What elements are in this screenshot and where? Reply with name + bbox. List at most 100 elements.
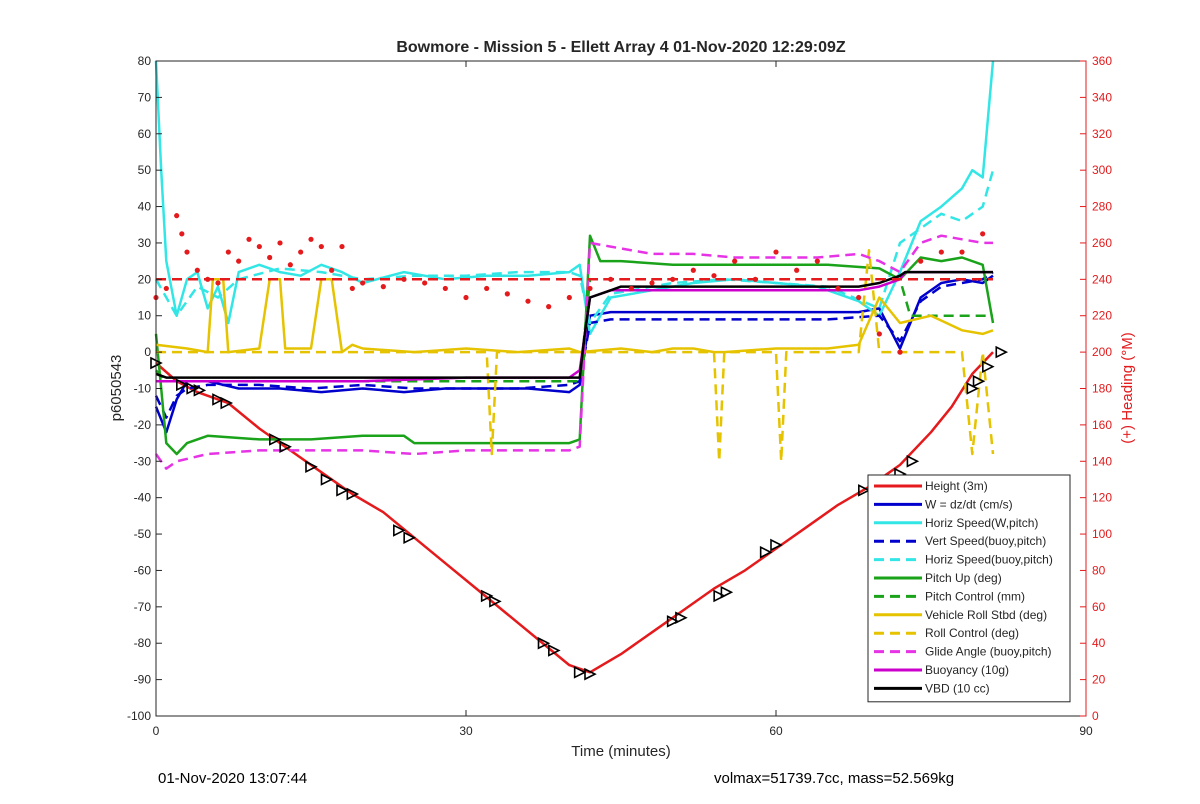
heading-point — [287, 262, 293, 268]
heading-point — [980, 231, 986, 237]
marker-triangle — [573, 666, 587, 679]
marker-triangle — [212, 393, 225, 406]
heading-point — [267, 254, 273, 261]
y-right-tick-label: 240 — [1092, 272, 1112, 286]
marker-triangle — [548, 644, 561, 657]
y-right-tick-label: 180 — [1092, 382, 1112, 396]
heading-point — [897, 349, 903, 355]
y-right-tick-label: 140 — [1092, 454, 1112, 468]
heading-point — [959, 249, 965, 255]
marker-triangle — [220, 396, 234, 410]
marker-triangle — [269, 433, 282, 446]
x-tick-label: 30 — [459, 724, 473, 738]
heading-point — [277, 240, 283, 246]
series-line-9 — [154, 234, 993, 470]
y-left-tick-label: 30 — [138, 236, 152, 250]
heading-point — [649, 280, 655, 286]
marker-triangle — [537, 636, 551, 650]
legend-box — [867, 474, 1071, 703]
y-left-tick-label: -10 — [134, 382, 152, 396]
legend-label: Horiz Speed(W,pitch) — [925, 516, 1038, 530]
heading-point — [442, 285, 448, 292]
legend-label: Vehicle Roll Stbd (deg) — [925, 608, 1047, 622]
marker-triangle — [584, 667, 597, 681]
y-right-tick-label: 80 — [1092, 563, 1106, 577]
heading-point — [504, 291, 510, 297]
legend: Height (3m) W = dz/dt (cm/s) Horiz Speed(W… — [867, 474, 1071, 703]
y-right-tick-label: 340 — [1092, 90, 1112, 104]
heading-point — [194, 267, 200, 273]
heading-point — [711, 273, 717, 279]
legend-label: Horiz Speed(buoy,pitch) — [925, 553, 1053, 567]
y-left-tick-label: -30 — [134, 454, 152, 468]
y-left-tick-label: -70 — [134, 600, 152, 614]
y-left-tick-label: 20 — [138, 272, 152, 286]
marker-triangle — [972, 374, 986, 388]
marker-triangle — [176, 378, 189, 392]
y-left-tick-label: 10 — [138, 309, 152, 323]
y-right-tick-label: 200 — [1092, 345, 1112, 359]
heading-point — [236, 258, 242, 264]
y-right-tick-label: 20 — [1092, 673, 1106, 687]
heading-point — [329, 267, 335, 273]
series-line-11 — [155, 270, 993, 379]
x-tick-label: 60 — [769, 724, 783, 738]
marker-triangle — [393, 524, 406, 537]
heading-point — [752, 276, 758, 282]
legend-label: Buoyancy (10g) — [925, 663, 1009, 677]
marker-triangle — [675, 611, 688, 625]
heading-point — [308, 236, 314, 242]
heading-point — [484, 285, 490, 292]
legend-label: Pitch Control (mm) — [925, 589, 1025, 603]
heading-point — [918, 258, 924, 264]
y-right-tick-label: 220 — [1092, 309, 1112, 323]
marker-triangle — [489, 595, 502, 608]
heading-point — [463, 294, 469, 301]
heading-point — [628, 285, 634, 292]
x-axis-label: Time (minutes) — [571, 743, 670, 760]
y-axis-label-left: p6050543 — [108, 355, 125, 422]
marker-triangle — [966, 382, 980, 395]
y-left-tick-label: 80 — [138, 54, 152, 68]
heading-point — [587, 285, 593, 292]
marker-triangle — [305, 460, 318, 474]
heading-point — [814, 258, 820, 264]
heading-point — [856, 294, 862, 301]
chart-title: Bowmore - Mission 5 - Ellett Array 4 01-… — [396, 39, 846, 56]
heading-point — [246, 236, 252, 242]
y-left-tick-label: 50 — [138, 163, 152, 177]
marker-triangle — [186, 382, 199, 395]
y-left-tick-label: 40 — [138, 200, 152, 214]
marker-triangle — [279, 440, 292, 454]
y-right-tick-label: 280 — [1092, 200, 1112, 214]
heading-point — [773, 249, 779, 255]
y-right-tick-label: 360 — [1092, 54, 1112, 68]
marker-triangle — [995, 345, 1009, 359]
chart: 0 30 60 90-100-90-80-70-60-50-40-30-20-1001… — [108, 39, 1136, 760]
y-right-tick-label: 60 — [1092, 600, 1106, 614]
heading-point — [205, 276, 211, 282]
y-left-tick-label: -80 — [134, 636, 152, 650]
heading-point — [179, 231, 185, 237]
series-line-7 — [155, 278, 994, 354]
heading-point — [349, 285, 355, 292]
marker-triangle — [759, 545, 773, 559]
y-left-tick-label: -20 — [134, 418, 152, 432]
heading-point — [690, 267, 696, 273]
heading-dots — [153, 213, 986, 355]
marker-triangle — [858, 484, 871, 497]
legend-label: Glide Angle (buoy,pitch) — [925, 645, 1052, 659]
y-right-tick-label: 120 — [1092, 491, 1112, 505]
legend-label: W = dz/dt (cm/s) — [925, 497, 1013, 511]
y-right-tick-label: 100 — [1092, 527, 1112, 541]
marker-triangle — [770, 538, 783, 552]
marker-triangle — [346, 487, 360, 501]
markers-layer — [150, 345, 1009, 681]
heading-point — [298, 249, 304, 255]
x-tick-label: 0 — [153, 724, 160, 738]
y-left-tick-label: 0 — [144, 345, 151, 359]
heading-point — [876, 331, 882, 337]
heading-point — [422, 280, 428, 286]
heading-point — [525, 298, 531, 304]
heading-point — [401, 276, 407, 282]
